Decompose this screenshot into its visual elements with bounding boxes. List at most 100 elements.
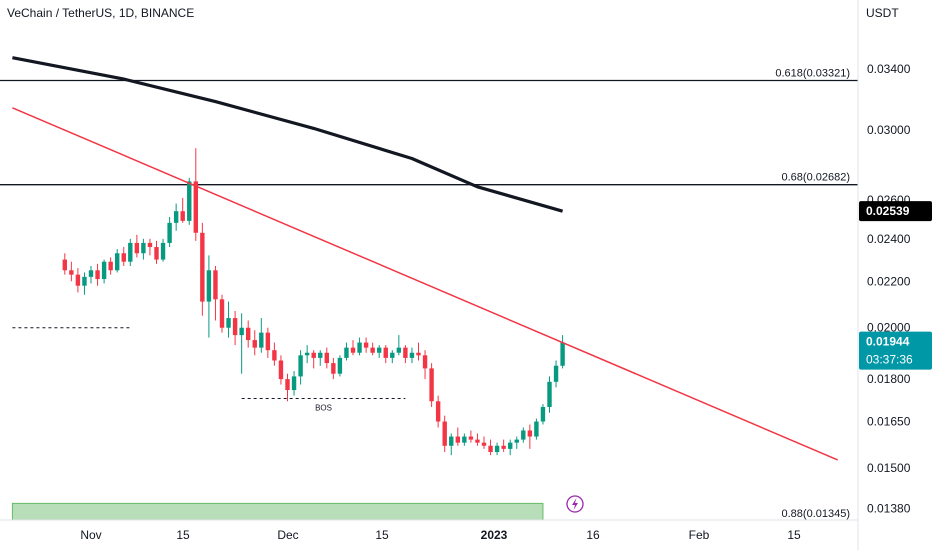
candle-body[interactable] <box>468 436 474 440</box>
candle-body[interactable] <box>95 270 100 280</box>
candle-body[interactable] <box>455 436 460 443</box>
candle-body[interactable] <box>494 445 500 453</box>
candle-body[interactable] <box>435 401 441 422</box>
candle-body[interactable] <box>278 360 284 380</box>
candle-body[interactable] <box>553 365 559 382</box>
candle-body[interactable] <box>462 436 467 443</box>
candle-body[interactable] <box>173 211 179 223</box>
price-tick-label: 0.02000 <box>867 321 911 335</box>
candle-body[interactable] <box>377 347 382 353</box>
candle-body[interactable] <box>180 211 185 221</box>
candle-body[interactable] <box>521 430 526 440</box>
fib-level-label: 0.88(0.01345) <box>782 508 851 520</box>
candle-body[interactable] <box>69 270 74 275</box>
candle-body[interactable] <box>206 270 212 302</box>
candle-body[interactable] <box>193 181 198 233</box>
candle-body[interactable] <box>128 242 133 262</box>
time-tick-label: 15 <box>787 528 801 542</box>
candle-body[interactable] <box>311 352 316 358</box>
candle-body[interactable] <box>115 253 120 271</box>
event-marker[interactable] <box>566 495 584 513</box>
candle-body[interactable] <box>481 442 487 446</box>
candle-body[interactable] <box>88 270 94 277</box>
candle-body[interactable] <box>298 355 303 377</box>
candle-body[interactable] <box>318 352 323 358</box>
candle-body[interactable] <box>429 368 434 402</box>
candle-body[interactable] <box>501 445 506 449</box>
candle-body[interactable] <box>75 274 81 286</box>
candle-body[interactable] <box>213 270 218 300</box>
time-tick-label: Nov <box>80 528 101 542</box>
candle-body[interactable] <box>534 421 539 437</box>
candle-body[interactable] <box>344 347 349 358</box>
candle-body[interactable] <box>337 357 343 374</box>
candle-body[interactable] <box>147 242 153 248</box>
candle-body[interactable] <box>488 445 493 453</box>
candle-body[interactable] <box>285 379 290 391</box>
price-tick-label: 0.01380 <box>867 502 911 516</box>
candle-body[interactable] <box>134 242 140 254</box>
candle-body[interactable] <box>449 436 454 446</box>
candle-body[interactable] <box>331 363 336 374</box>
candle-body[interactable] <box>508 442 513 449</box>
time-tick-label: 15 <box>375 528 389 542</box>
candle-body[interactable] <box>527 430 533 437</box>
candle-body[interactable] <box>101 261 107 280</box>
time-tick-label: 15 <box>176 528 190 542</box>
candle-body[interactable] <box>383 347 388 358</box>
trendline[interactable] <box>12 107 838 461</box>
candle-body[interactable] <box>154 247 159 260</box>
candle-body[interactable] <box>108 261 113 271</box>
candle-body[interactable] <box>252 340 257 348</box>
fib-level-label: 0.618(0.03321) <box>775 67 850 79</box>
candle-body[interactable] <box>409 352 415 358</box>
candle-body[interactable] <box>304 352 310 356</box>
candle-body[interactable] <box>560 342 565 366</box>
price-tick-label: 0.03400 <box>867 62 911 76</box>
candle-body[interactable] <box>272 350 277 361</box>
price-tick-label: 0.01800 <box>867 372 911 386</box>
candle-body[interactable] <box>350 347 356 353</box>
candle-body[interactable] <box>396 347 402 353</box>
time-tick-label: Feb <box>689 528 710 542</box>
demand-zone[interactable] <box>11 502 544 521</box>
ma-price-tag <box>859 201 932 222</box>
candle-body[interactable] <box>547 381 552 407</box>
candle-body[interactable] <box>239 327 244 336</box>
candle-body[interactable] <box>160 242 166 260</box>
lightning-glyph <box>572 498 578 510</box>
candle-body[interactable] <box>416 352 421 356</box>
symbol-title: VeChain / TetherUS, 1D, BINANCE <box>7 6 195 20</box>
candle-body[interactable] <box>226 318 231 328</box>
candle-body[interactable] <box>475 439 480 443</box>
candle-body[interactable] <box>357 342 362 353</box>
last-price-text: 0.01944 <box>866 335 910 349</box>
candle-body[interactable] <box>363 342 369 348</box>
price-tick-label: 0.03000 <box>867 123 911 137</box>
candle-body[interactable] <box>540 406 546 422</box>
time-tick-label: Dec <box>277 528 298 542</box>
candle-body[interactable] <box>324 352 329 364</box>
candle-body[interactable] <box>370 347 375 353</box>
candle-body[interactable] <box>187 181 192 221</box>
candle-body[interactable] <box>291 376 297 391</box>
candle-body[interactable] <box>442 421 447 446</box>
candle-body[interactable] <box>62 259 67 271</box>
candle-body[interactable] <box>121 253 126 262</box>
candle-body[interactable] <box>422 355 428 369</box>
candle-body[interactable] <box>141 242 146 254</box>
candle-body[interactable] <box>82 276 87 286</box>
candle-body[interactable] <box>167 222 172 243</box>
candle-body[interactable] <box>232 318 238 336</box>
plot-area[interactable] <box>0 0 858 520</box>
moving-average-line[interactable] <box>12 56 564 213</box>
candle-body[interactable] <box>403 347 408 358</box>
candle-body[interactable] <box>246 327 251 341</box>
candle-body[interactable] <box>514 439 519 443</box>
candle-body[interactable] <box>390 352 395 358</box>
candle-body[interactable] <box>219 299 225 328</box>
candle-body[interactable] <box>265 332 271 351</box>
candle-body[interactable] <box>200 232 205 302</box>
candle-body[interactable] <box>259 332 264 348</box>
